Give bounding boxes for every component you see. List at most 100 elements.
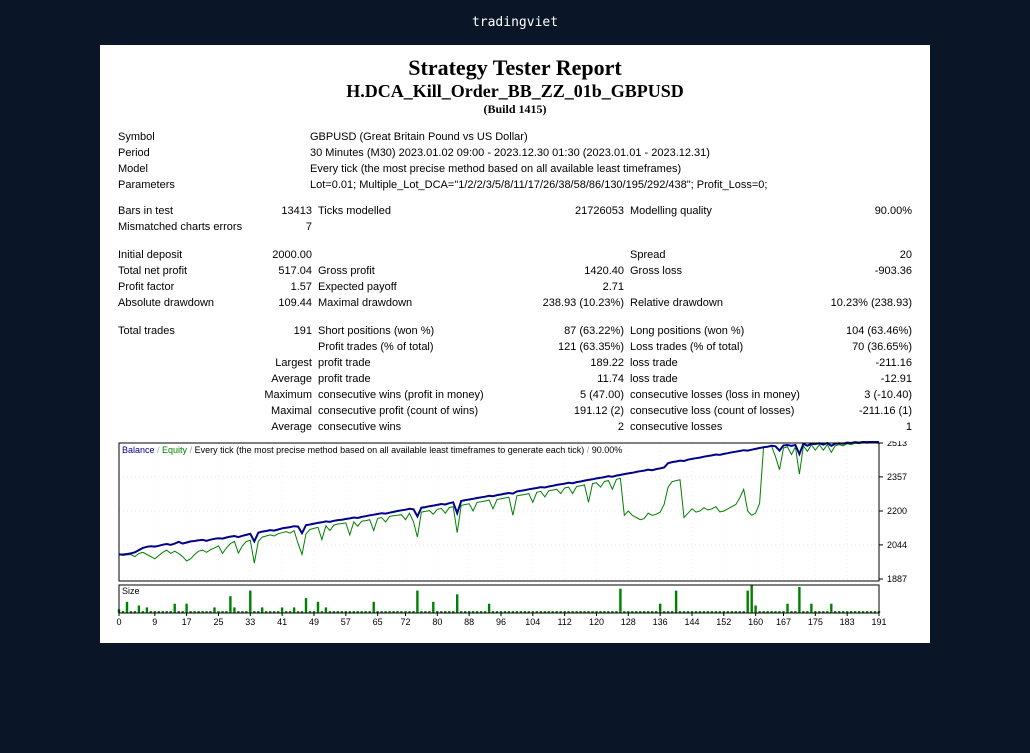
svg-text:183: 183 [840,617,855,627]
stat-value: 121 (63.35%) [515,339,627,355]
info-value: GBPUSD (Great Britain Pound vs US Dollar… [307,129,915,145]
stat-label: consecutive wins (profit in money) [315,387,515,403]
svg-text:57: 57 [341,617,351,627]
svg-text:17: 17 [182,617,192,627]
stat-label: loss trade [627,355,803,371]
info-label: Parameters [115,177,307,193]
stat-value: 3 (-10.40) [803,387,915,403]
stat-label: Loss trades (% of total) [627,339,803,355]
svg-text:144: 144 [684,617,699,627]
svg-text:128: 128 [621,617,636,627]
info-label: Model [115,161,307,177]
stat-label [115,419,251,435]
info-value: Every tick (the most precise method base… [307,161,915,177]
report-title: Strategy Tester Report [115,55,915,81]
stat-label: Total net profit [115,263,251,279]
stat-value: 2.71 [515,279,627,295]
svg-text:9: 9 [152,617,157,627]
stat-label: Short positions (won %) [315,323,515,339]
stat-label [627,219,803,235]
stat-label: Long positions (won %) [627,323,803,339]
build-number: (Build 1415) [115,102,915,117]
stat-label [115,371,251,387]
stat-label [115,387,251,403]
svg-text:191: 191 [871,617,886,627]
svg-text:175: 175 [808,617,823,627]
svg-text:112: 112 [557,617,571,627]
stat-value: 1 [803,419,915,435]
stat-label [115,355,251,371]
stat-value: 2 [515,419,627,435]
stat-value [515,219,627,235]
svg-text:96: 96 [496,617,506,627]
stat-value [803,279,915,295]
stats-table: Bars in test13413Ticks modelled21726053M… [115,203,915,435]
svg-text:Size: Size [122,586,140,596]
stat-value: Largest [251,355,315,371]
stat-value [251,339,315,355]
stat-label [627,279,803,295]
info-label: Period [115,145,307,161]
info-table: SymbolGBPUSD (Great Britain Pound vs US … [115,129,915,193]
stat-value: Average [251,419,315,435]
stat-value: 189.22 [515,355,627,371]
stat-label: Relative drawdown [627,295,803,311]
svg-text:41: 41 [277,617,287,627]
svg-text:1887: 1887 [887,574,907,584]
stat-label: Ticks modelled [315,203,515,219]
stat-value: -12.91 [803,371,915,387]
svg-text:152: 152 [716,617,731,627]
svg-text:104: 104 [525,617,540,627]
report-container: Strategy Tester Report H.DCA_Kill_Order_… [100,45,930,643]
balance-line [119,442,879,555]
stat-value: 90.00% [803,203,915,219]
stat-value: Average [251,371,315,387]
stat-value: 104 (63.46%) [803,323,915,339]
stat-label: Modelling quality [627,203,803,219]
stat-value: Maximal [251,403,315,419]
stat-label: Profit factor [115,279,251,295]
stat-label [315,247,515,263]
svg-text:Balance / Equity / Every tick: Balance / Equity / Every tick (the most … [122,445,622,455]
svg-text:88: 88 [464,617,474,627]
stat-value: Maximum [251,387,315,403]
stat-value: 2000.00 [251,247,315,263]
svg-text:33: 33 [245,617,255,627]
stat-value: 87 (63.22%) [515,323,627,339]
strategy-name: H.DCA_Kill_Order_BB_ZZ_01b_GBPUSD [115,81,915,102]
stat-value: 517.04 [251,263,315,279]
stat-label: consecutive losses (loss in money) [627,387,803,403]
stat-value: 191 [251,323,315,339]
stat-value: 1420.40 [515,263,627,279]
stat-value: 10.23% (238.93) [803,295,915,311]
svg-text:2513: 2513 [887,441,907,448]
svg-text:0: 0 [116,617,121,627]
stat-value: -211.16 [803,355,915,371]
svg-text:136: 136 [653,617,668,627]
stat-label: consecutive loss (count of losses) [627,403,803,419]
stat-label: consecutive profit (count of wins) [315,403,515,419]
stat-label: Spread [627,247,803,263]
svg-text:160: 160 [748,617,763,627]
stat-value: 5 (47.00) [515,387,627,403]
stat-label: Absolute drawdown [115,295,251,311]
stat-value [515,247,627,263]
svg-text:49: 49 [309,617,319,627]
info-value: Lot=0.01; Multiple_Lot_DCA="1/2/2/3/5/8/… [307,177,915,193]
svg-text:120: 120 [589,617,604,627]
svg-text:167: 167 [776,617,791,627]
stat-value [803,219,915,235]
stat-value: 11.74 [515,371,627,387]
stat-value: -211.16 (1) [803,403,915,419]
stat-label [115,403,251,419]
stat-label: Profit trades (% of total) [315,339,515,355]
stat-value: -903.36 [803,263,915,279]
equity-chart: 18872044220023572513Balance / Equity / E… [115,441,915,633]
stat-value: 7 [251,219,315,235]
svg-text:80: 80 [432,617,442,627]
stat-label: Mismatched charts errors [115,219,251,235]
stat-label: Total trades [115,323,251,339]
stat-label: profit trade [315,355,515,371]
svg-text:65: 65 [373,617,383,627]
stat-label: Expected payoff [315,279,515,295]
